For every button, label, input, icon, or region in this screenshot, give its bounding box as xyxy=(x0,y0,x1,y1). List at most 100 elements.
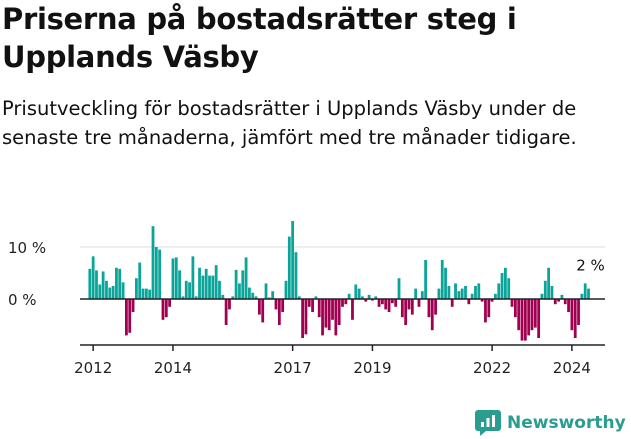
bar xyxy=(364,299,368,302)
bar xyxy=(188,282,191,299)
bar xyxy=(507,278,511,299)
bar xyxy=(158,249,162,299)
bar xyxy=(440,260,444,299)
bar xyxy=(497,283,501,299)
annotation-label: 2 % xyxy=(576,257,605,275)
bar xyxy=(407,299,411,310)
bar xyxy=(297,296,301,299)
bar xyxy=(410,299,414,315)
bar xyxy=(198,267,201,299)
bar xyxy=(547,267,551,299)
bar xyxy=(377,299,381,307)
newsworthy-logo-icon xyxy=(475,410,501,436)
bar xyxy=(321,299,324,336)
bar xyxy=(148,289,152,299)
bar xyxy=(271,291,275,299)
bar xyxy=(194,296,198,299)
bar xyxy=(238,283,241,299)
brand-name: Newsworthy xyxy=(507,413,626,433)
bar xyxy=(121,282,125,299)
bar xyxy=(284,280,288,299)
bar xyxy=(141,288,145,299)
bar xyxy=(88,268,92,299)
bar xyxy=(125,299,128,336)
bar xyxy=(234,269,238,299)
bar xyxy=(513,299,517,318)
bar xyxy=(231,296,235,299)
x-tick-label: 2022 xyxy=(473,359,511,377)
bar xyxy=(241,270,245,299)
bar xyxy=(450,299,454,307)
bar xyxy=(138,262,142,299)
bar xyxy=(577,299,580,325)
bar xyxy=(404,299,408,325)
bar xyxy=(487,299,491,318)
chart-subtitle: Prisutveckling för bostadsrätter i Uppla… xyxy=(2,97,577,149)
bar xyxy=(510,299,514,307)
bar xyxy=(587,288,590,299)
bar xyxy=(533,299,537,328)
bar xyxy=(417,299,421,307)
bar xyxy=(101,271,105,299)
x-tick-label: 2024 xyxy=(553,359,591,377)
bar xyxy=(324,299,328,328)
bar xyxy=(474,286,477,299)
bar xyxy=(254,296,258,299)
bar xyxy=(151,226,155,299)
bar xyxy=(361,296,364,299)
bar xyxy=(494,293,497,299)
bar xyxy=(211,275,215,299)
bar xyxy=(540,293,544,299)
bar xyxy=(111,286,115,299)
bar xyxy=(341,299,344,307)
bar xyxy=(387,299,391,312)
brand-footer[interactable]: Newsworthy xyxy=(475,408,626,438)
bar xyxy=(128,299,132,333)
bar xyxy=(221,294,225,299)
bar xyxy=(537,299,541,338)
bar xyxy=(131,299,135,312)
bar xyxy=(171,258,175,299)
bar xyxy=(294,252,298,299)
bar xyxy=(454,283,457,299)
bar xyxy=(118,268,122,299)
bar xyxy=(557,299,560,302)
bar xyxy=(457,291,461,299)
bar xyxy=(164,299,168,318)
bar xyxy=(523,299,527,341)
bar xyxy=(248,287,251,299)
bar xyxy=(430,299,434,331)
bar xyxy=(464,286,467,299)
bar xyxy=(434,299,437,315)
bar xyxy=(527,299,531,336)
bar xyxy=(95,270,98,299)
bar xyxy=(191,256,195,299)
bar xyxy=(178,270,181,299)
y-tick-label: 10 % xyxy=(8,239,46,257)
bar xyxy=(354,284,358,299)
bar xyxy=(337,299,341,325)
bar xyxy=(168,299,172,307)
bar xyxy=(563,299,567,305)
bar xyxy=(134,278,138,299)
bar xyxy=(381,299,384,305)
bar xyxy=(467,299,471,305)
chart-title: Priserna på bostadsrätter steg i Uppland… xyxy=(2,2,517,74)
bar xyxy=(394,299,398,307)
bar xyxy=(184,280,188,299)
bar xyxy=(374,296,378,299)
bar xyxy=(208,275,211,299)
bar xyxy=(500,273,504,299)
bar xyxy=(437,288,441,299)
bar xyxy=(314,296,318,299)
bar xyxy=(334,299,338,336)
bar xyxy=(351,299,354,320)
bar xyxy=(583,283,587,299)
x-tick-label: 2017 xyxy=(274,359,312,377)
bar xyxy=(530,299,534,331)
bar xyxy=(228,299,231,310)
bar xyxy=(384,299,388,310)
bar xyxy=(553,299,557,305)
bar xyxy=(154,247,158,299)
bar xyxy=(484,299,487,323)
